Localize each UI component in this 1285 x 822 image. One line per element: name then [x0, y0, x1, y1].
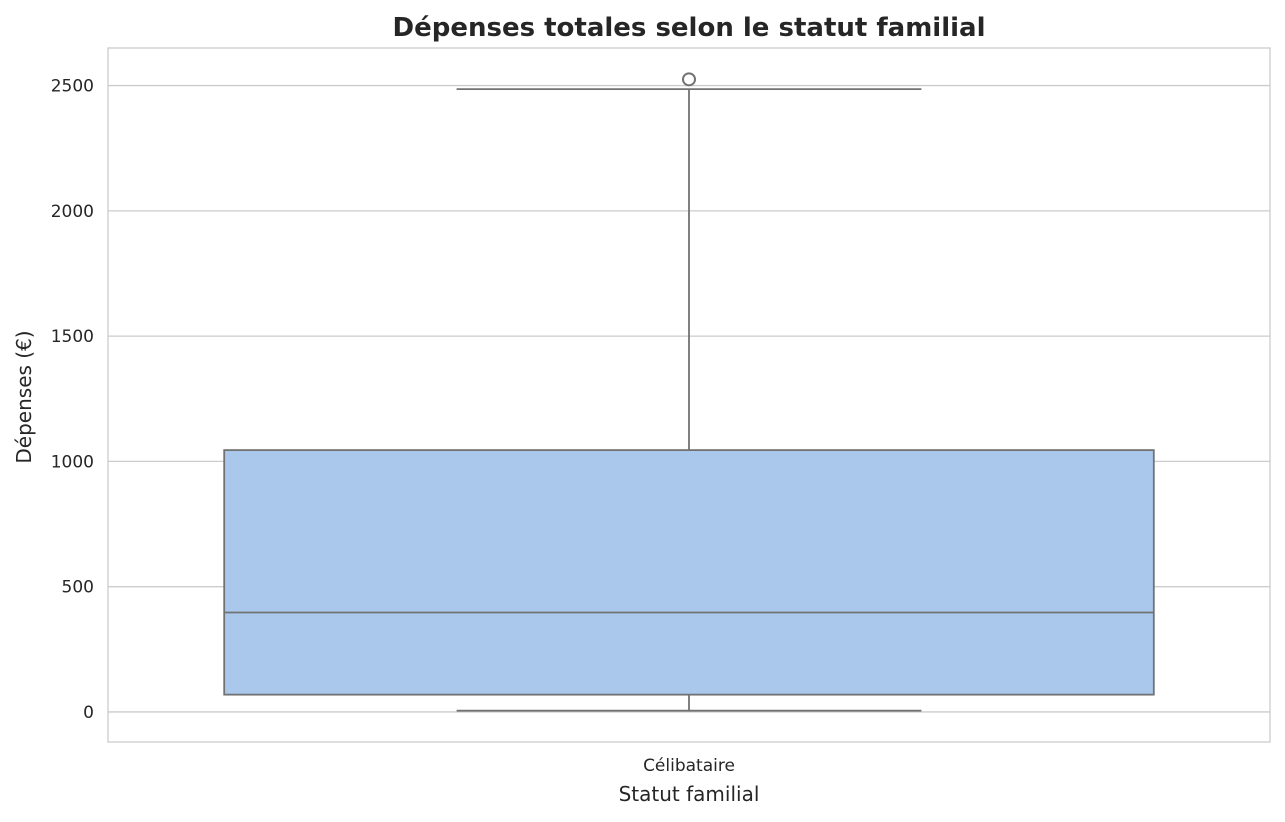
y-tick-label: 1500 — [51, 327, 94, 347]
y-tick-labels: 0 500 1000 1500 2000 2500 — [51, 77, 94, 723]
y-tick-label: 0 — [83, 703, 94, 723]
x-tick-label: Célibataire — [643, 756, 735, 776]
y-tick-label: 1000 — [51, 452, 94, 472]
y-tick-label: 2500 — [51, 77, 94, 97]
chart-title: Dépenses totales selon le statut familia… — [393, 13, 986, 43]
x-axis-label: Statut familial — [619, 782, 760, 806]
y-tick-label: 500 — [62, 578, 94, 598]
iqr-box — [223, 449, 1155, 696]
y-axis-label: Dépenses (€) — [12, 330, 36, 463]
x-tick-labels: Célibataire — [643, 756, 735, 776]
box-plot-marks — [223, 72, 1155, 712]
plot-frame — [107, 47, 1271, 743]
box-group — [223, 72, 1155, 712]
y-tick-label: 2000 — [51, 202, 94, 222]
outlier-point — [682, 72, 696, 87]
